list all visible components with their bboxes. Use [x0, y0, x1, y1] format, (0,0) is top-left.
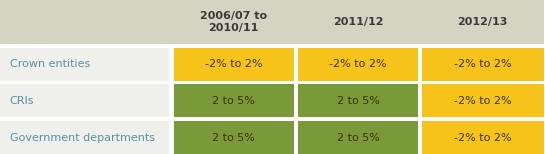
Bar	[296, 0, 420, 44]
Bar	[172, 84, 296, 117]
Bar	[169, 48, 174, 154]
Bar	[418, 48, 422, 154]
Text: -2% to 2%: -2% to 2%	[205, 59, 263, 69]
Text: 2012/13: 2012/13	[457, 17, 507, 27]
Bar	[420, 121, 544, 154]
Bar	[172, 0, 296, 44]
Bar	[420, 0, 544, 44]
Text: Crown entities: Crown entities	[10, 59, 90, 69]
Text: -2% to 2%: -2% to 2%	[329, 59, 387, 69]
Bar	[420, 84, 544, 117]
Text: -2% to 2%: -2% to 2%	[453, 96, 511, 106]
Text: 2 to 5%: 2 to 5%	[213, 96, 255, 106]
Bar	[294, 48, 298, 154]
Text: 2011/12: 2011/12	[333, 17, 383, 27]
Text: Government departments: Government departments	[10, 133, 155, 143]
Text: 2 to 5%: 2 to 5%	[337, 96, 379, 106]
Bar	[0, 48, 172, 81]
Bar	[296, 84, 420, 117]
Bar	[172, 121, 296, 154]
Text: CRIs: CRIs	[10, 96, 34, 106]
Bar	[296, 121, 420, 154]
Bar	[0, 121, 172, 154]
Bar	[0, 84, 172, 117]
Text: -2% to 2%: -2% to 2%	[453, 59, 511, 69]
Text: 2 to 5%: 2 to 5%	[213, 133, 255, 143]
Bar	[0, 0, 172, 44]
Text: 2006/07 to
2010/11: 2006/07 to 2010/11	[200, 10, 268, 33]
Bar	[0, 44, 545, 48]
Bar	[0, 81, 545, 84]
Text: -2% to 2%: -2% to 2%	[453, 133, 511, 143]
Bar	[420, 48, 544, 81]
Bar	[172, 48, 296, 81]
Text: 2 to 5%: 2 to 5%	[337, 133, 379, 143]
Bar	[0, 117, 545, 121]
Bar	[296, 48, 420, 81]
